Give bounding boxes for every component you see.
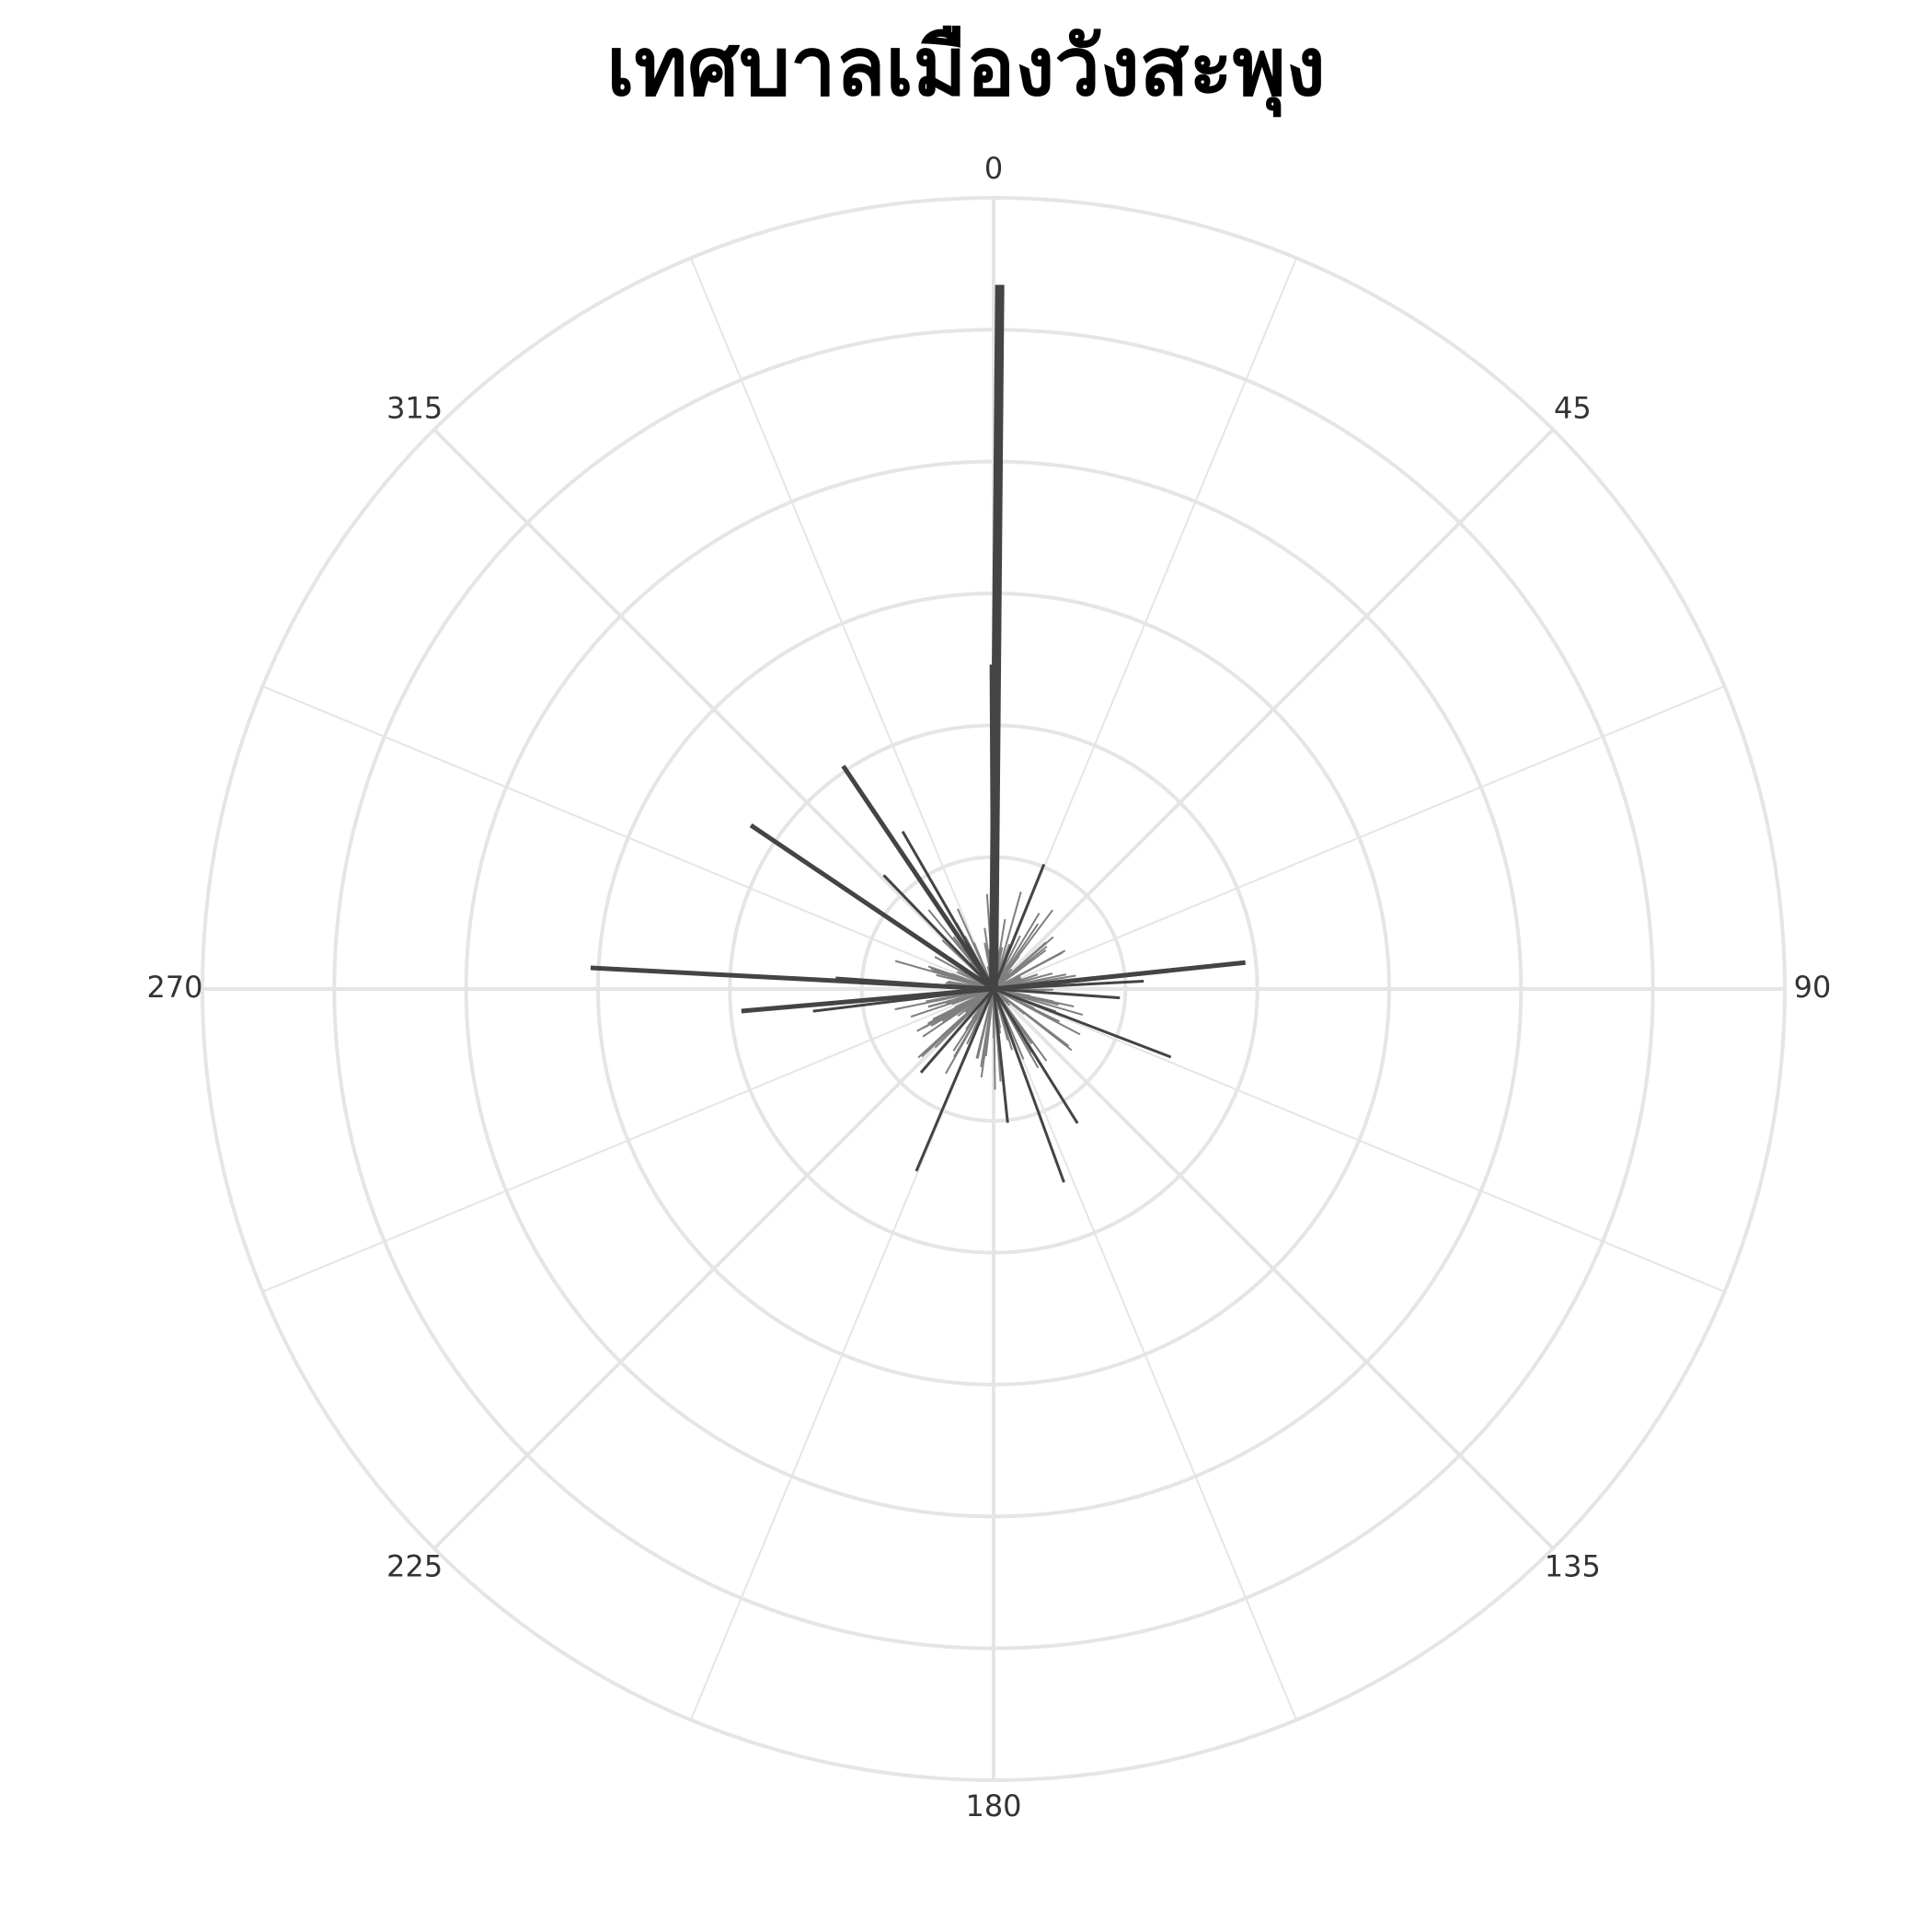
angular-gridline xyxy=(262,684,995,990)
bar xyxy=(919,988,995,1074)
minor-bar xyxy=(927,965,995,990)
angular-tick-label: 90 xyxy=(1794,970,1832,1005)
bar xyxy=(993,960,1246,992)
angular-tick-label: 225 xyxy=(386,1548,443,1583)
minor-bar xyxy=(910,988,995,1018)
bar xyxy=(835,976,995,991)
minor-bar xyxy=(993,968,1032,990)
bar xyxy=(812,987,995,1013)
angular-gridline xyxy=(262,988,995,1294)
angular-tick-label: 135 xyxy=(1545,1548,1601,1583)
bar xyxy=(882,874,995,991)
angular-gridline xyxy=(432,428,995,991)
angular-gridline xyxy=(993,988,1298,1720)
minor-bar xyxy=(980,988,995,1078)
bar xyxy=(993,987,1172,1059)
angular-gridline xyxy=(689,258,995,990)
angular-tick-label: 0 xyxy=(984,151,1003,186)
bar xyxy=(992,988,1065,1183)
bar xyxy=(914,988,995,1172)
bars-layer xyxy=(590,284,1246,1183)
angular-gridline xyxy=(432,987,995,1550)
minor-bar xyxy=(993,949,1047,990)
angular-gridline xyxy=(992,987,1555,1550)
bar xyxy=(749,822,995,992)
angular-tick-label: 180 xyxy=(965,1788,1021,1823)
bar xyxy=(901,830,995,990)
bar xyxy=(993,987,1121,1000)
bar xyxy=(992,988,1079,1124)
angular-gridline xyxy=(992,428,1555,991)
angular-tick-label: 270 xyxy=(146,970,202,1005)
minor-bar xyxy=(953,988,995,1058)
minor-bar xyxy=(942,988,995,1022)
bar xyxy=(992,988,1009,1123)
angular-gridline xyxy=(993,684,1725,990)
minor-bar xyxy=(993,988,1081,1036)
bar xyxy=(841,765,996,991)
minor-bar xyxy=(940,988,995,1037)
minor-bar xyxy=(993,988,996,1090)
angular-ticks: 0 45 90 135 180 225 270 315 xyxy=(146,151,1831,1823)
angular-tick-label: 45 xyxy=(1554,391,1592,426)
angular-tick-label: 315 xyxy=(386,391,443,426)
angular-gridline xyxy=(993,988,1725,1294)
minor-bar xyxy=(932,988,995,1020)
bar xyxy=(993,979,1144,991)
bar xyxy=(992,863,1046,990)
bar xyxy=(989,664,996,990)
bar xyxy=(741,986,995,1014)
chart-title: เทศบาลเมืองวังสะพุง xyxy=(606,19,1326,114)
